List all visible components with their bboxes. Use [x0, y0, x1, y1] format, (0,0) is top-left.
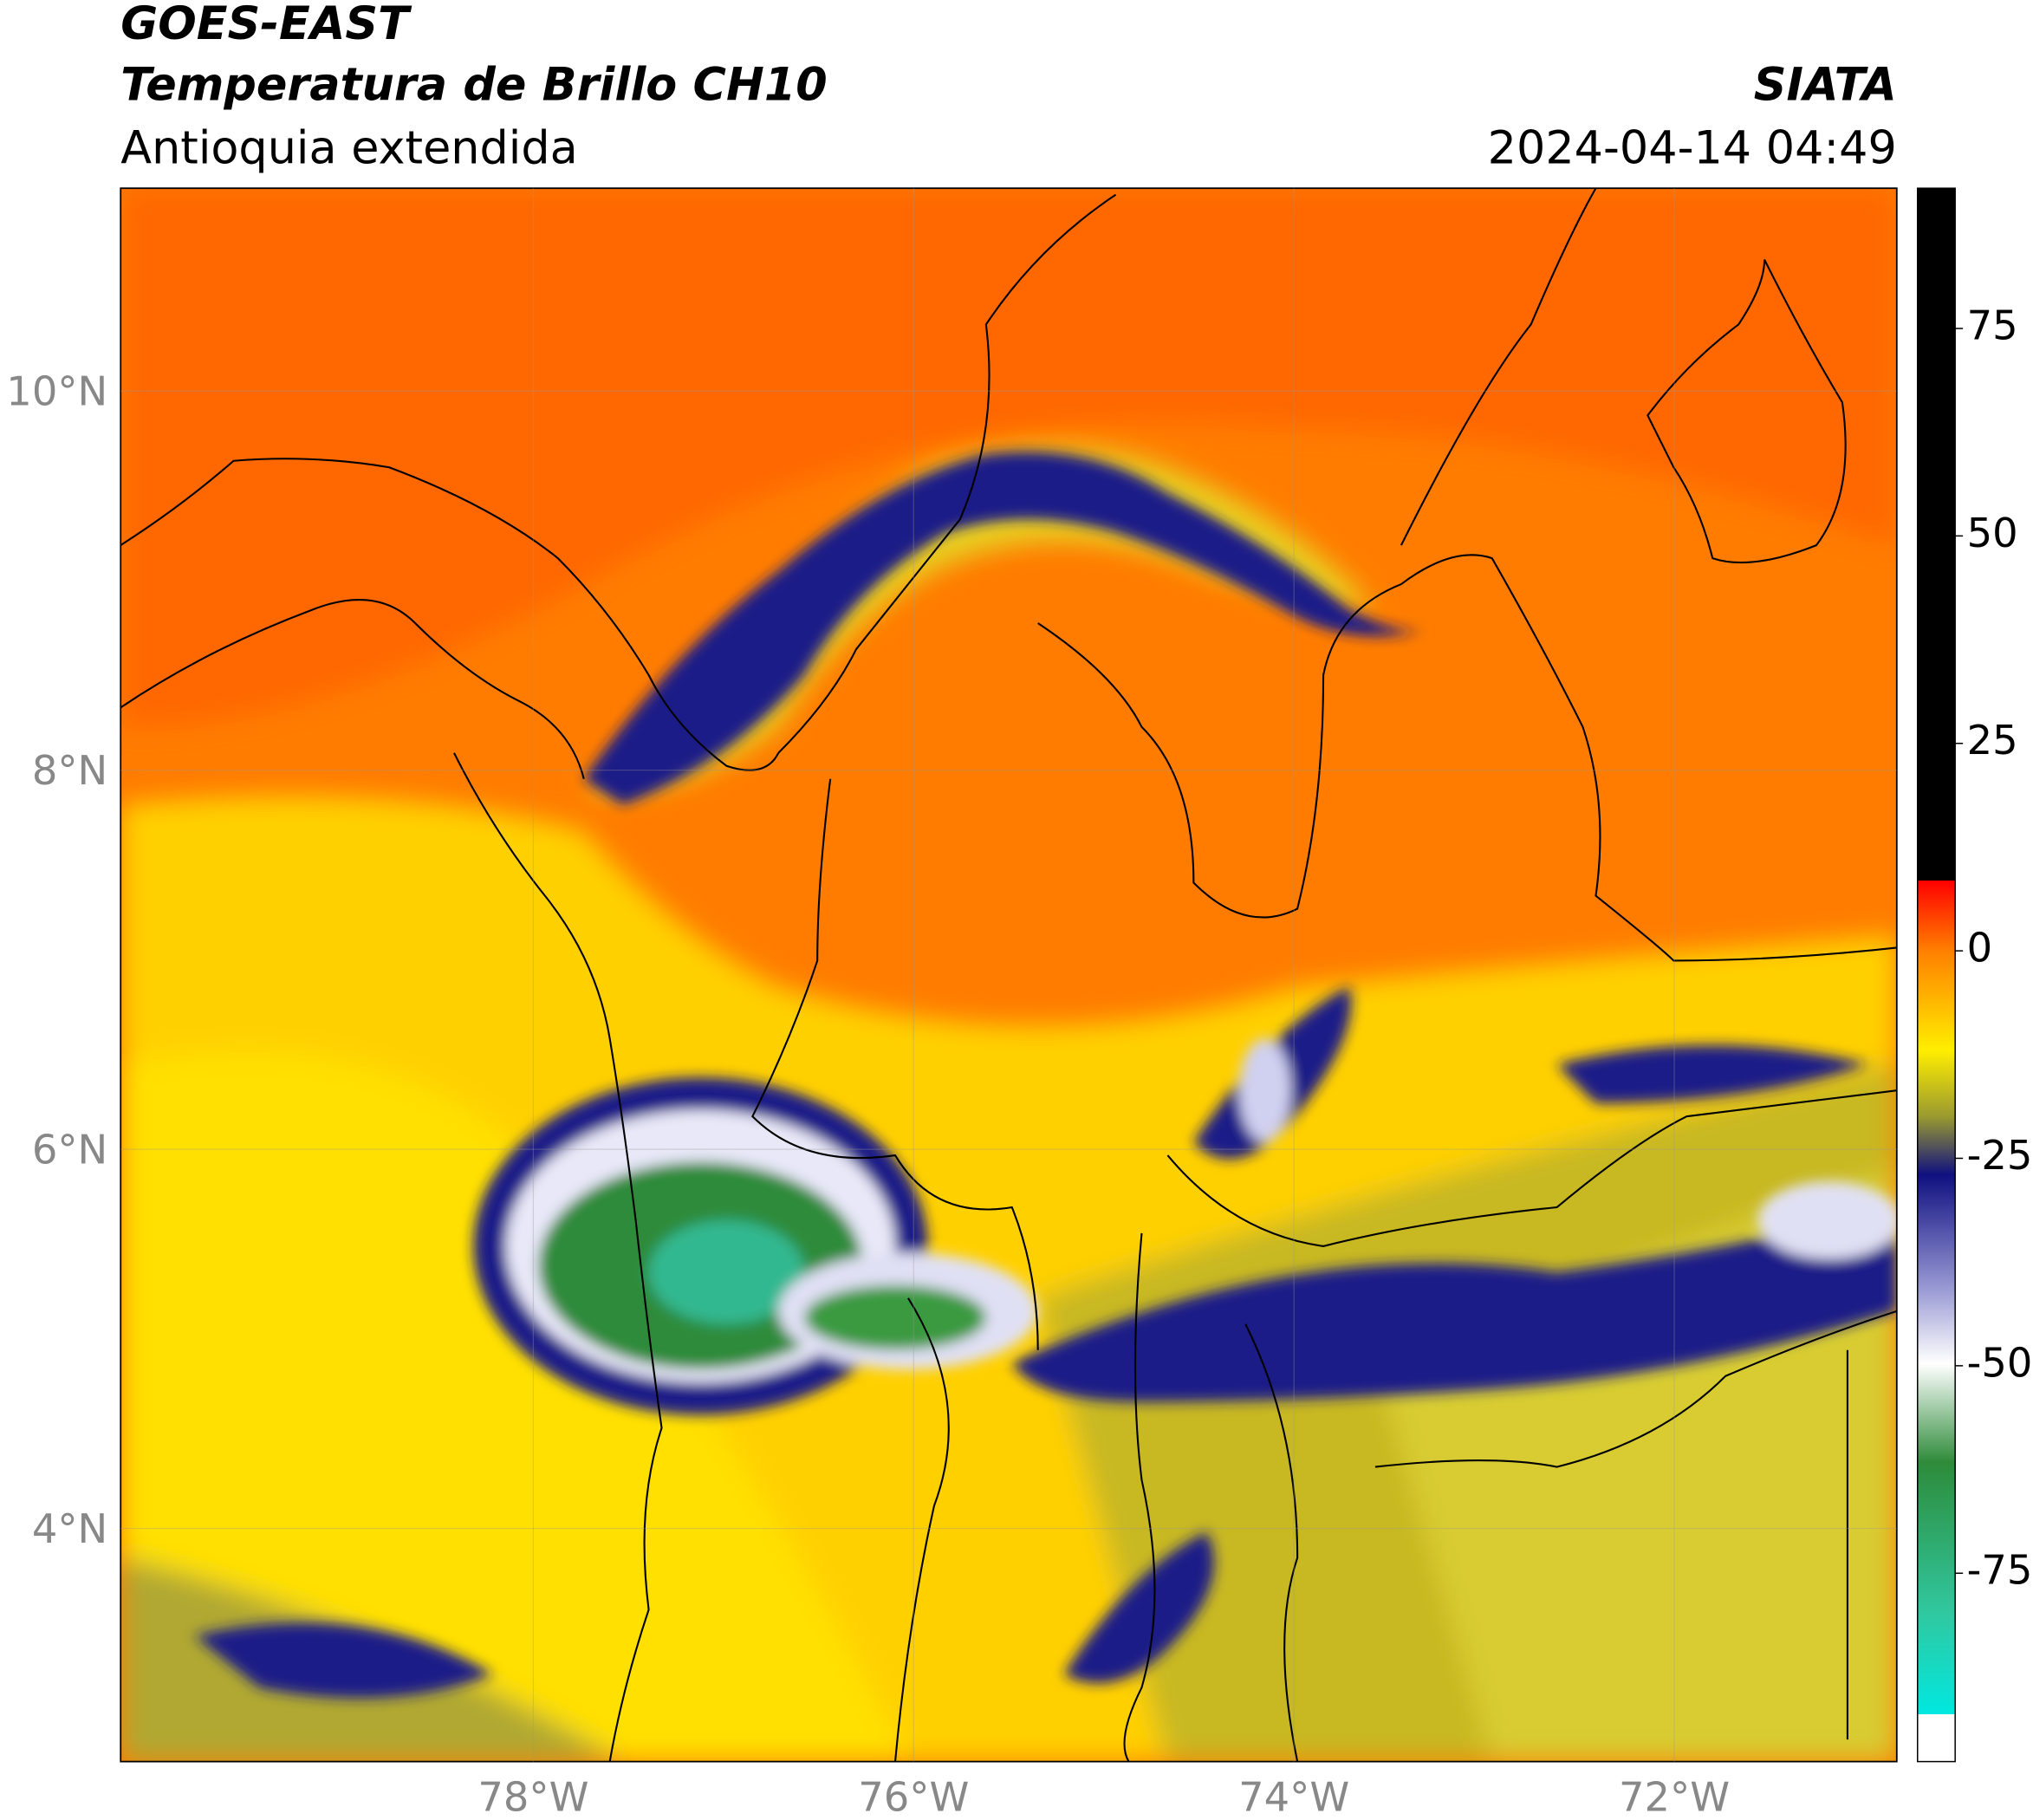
- colorbar-tick-label: -25: [1967, 1132, 2033, 1179]
- colorbar-tick-label: 75: [1967, 302, 2018, 348]
- colorbar-tick-label: -75: [1967, 1547, 2033, 1594]
- x-tick-label: 74°W: [1238, 1774, 1349, 1820]
- colorbar-tick-label: 50: [1967, 510, 2018, 556]
- colorbar-tick-label: 25: [1967, 717, 2018, 764]
- y-tick-label: 6°N: [32, 1127, 107, 1173]
- y-tick-label: 10°N: [6, 368, 107, 415]
- x-tick-label: 76°W: [858, 1774, 969, 1820]
- colorbar-tick-label: -50: [1967, 1339, 2033, 1386]
- map: [120, 188, 1897, 1762]
- region: Antioquia extendida: [120, 122, 577, 175]
- colorbar-tick-label: 0: [1967, 925, 1993, 972]
- borders: [120, 188, 1897, 1762]
- y-tick-label: 4°N: [32, 1505, 107, 1552]
- colorbar: [1917, 187, 1956, 1763]
- map-frame: [120, 187, 1898, 1763]
- source: SIATA: [1754, 58, 1897, 111]
- datetime: 2024-04-14 04:49: [1488, 122, 1897, 175]
- x-tick-label: 78°W: [477, 1774, 588, 1820]
- x-tick-label: 72°W: [1619, 1774, 1730, 1820]
- y-tick-label: 8°N: [32, 747, 107, 794]
- title: GOES-EAST: [120, 0, 412, 50]
- subtitle: Temperatura de Brillo CH10: [120, 58, 828, 111]
